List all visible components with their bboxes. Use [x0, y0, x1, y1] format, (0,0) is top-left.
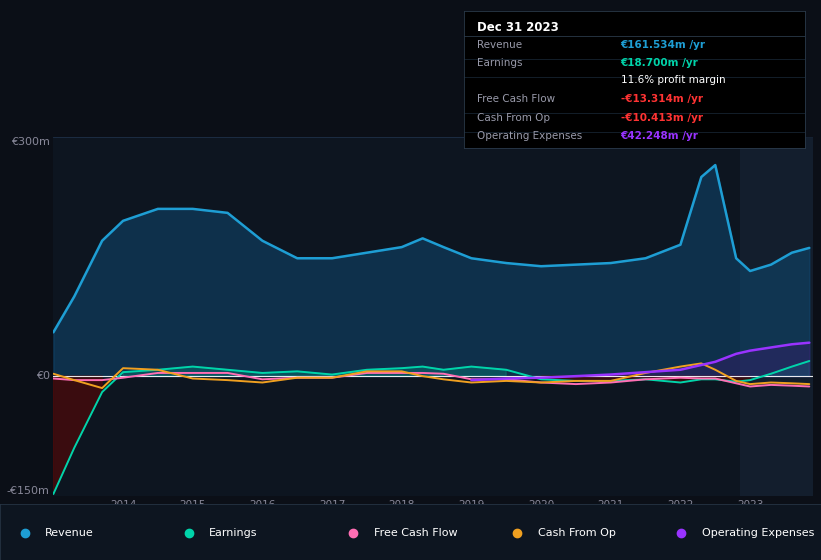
Text: €0: €0: [35, 371, 49, 381]
Text: Cash From Op: Cash From Op: [478, 113, 551, 123]
Text: Free Cash Flow: Free Cash Flow: [374, 528, 457, 538]
Text: Revenue: Revenue: [45, 528, 94, 538]
Text: Operating Expenses: Operating Expenses: [702, 528, 814, 538]
Text: -€13.314m /yr: -€13.314m /yr: [621, 94, 703, 104]
Text: Operating Expenses: Operating Expenses: [478, 131, 583, 141]
Text: Dec 31 2023: Dec 31 2023: [478, 21, 559, 34]
Text: Earnings: Earnings: [478, 58, 523, 68]
Text: Revenue: Revenue: [478, 40, 523, 50]
Text: €161.534m /yr: €161.534m /yr: [621, 40, 705, 50]
Text: Cash From Op: Cash From Op: [538, 528, 616, 538]
Text: €42.248m /yr: €42.248m /yr: [621, 131, 699, 141]
Text: -€150m: -€150m: [7, 486, 49, 496]
Text: Free Cash Flow: Free Cash Flow: [478, 94, 556, 104]
Text: €18.700m /yr: €18.700m /yr: [621, 58, 699, 68]
Bar: [740, 137, 813, 496]
Text: 11.6% profit margin: 11.6% profit margin: [621, 75, 725, 85]
Text: -€10.413m /yr: -€10.413m /yr: [621, 113, 703, 123]
Text: Earnings: Earnings: [209, 528, 258, 538]
Text: €300m: €300m: [11, 137, 49, 147]
